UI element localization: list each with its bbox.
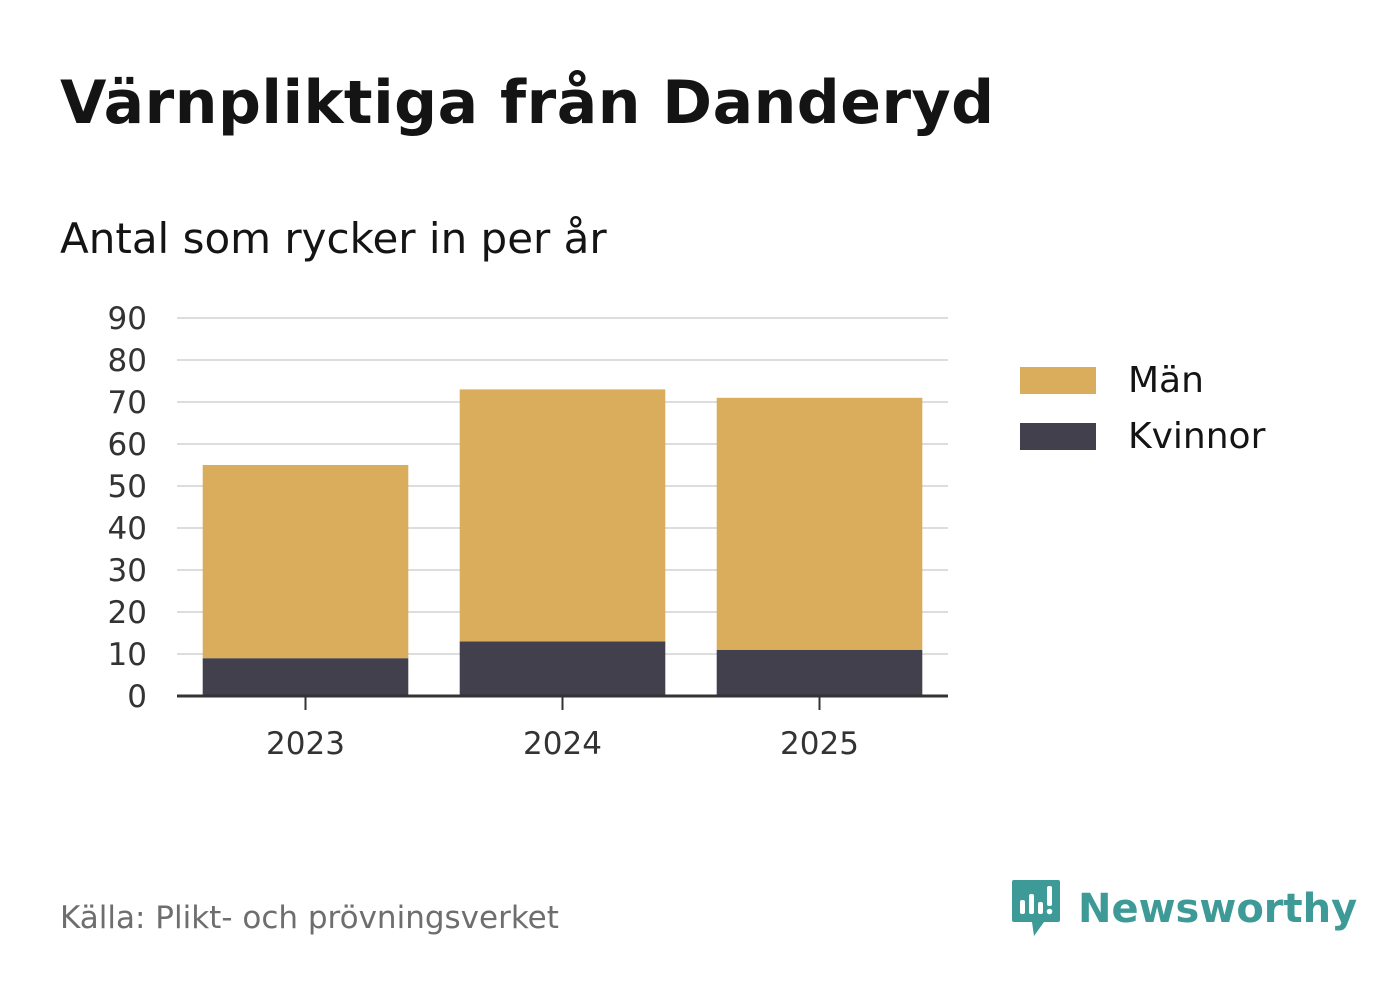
y-tick-label-50: 50 xyxy=(108,469,147,505)
x-tick-label-2023: 2023 xyxy=(266,726,345,762)
y-tick-label-20: 20 xyxy=(108,595,147,631)
chart-legend: Män Kvinnor xyxy=(1020,352,1265,464)
y-tick-label-40: 40 xyxy=(108,511,147,547)
brand-name: Newsworthy xyxy=(1078,886,1358,932)
x-tick-label-2025: 2025 xyxy=(780,726,859,762)
bar-mn-2024 xyxy=(459,389,666,642)
source-note: Källa: Plikt- och prövningsverket xyxy=(60,900,559,936)
y-tick-label-90: 90 xyxy=(108,301,147,337)
y-tick-label-10: 10 xyxy=(108,637,147,673)
x-tick-label-2024: 2024 xyxy=(523,726,602,762)
bar-kvinnor-2025 xyxy=(716,649,923,696)
legend-swatch-kvinnor xyxy=(1020,422,1096,450)
legend-swatch-man xyxy=(1020,366,1096,394)
chart-subtitle: Antal som rycker in per år xyxy=(60,214,607,263)
legend-label-kvinnor: Kvinnor xyxy=(1128,415,1266,457)
y-tick-label-30: 30 xyxy=(108,553,147,589)
y-tick-label-80: 80 xyxy=(108,343,147,379)
newsworthy-logo-icon xyxy=(1012,880,1060,936)
brand: Newsworthy xyxy=(1010,878,1357,940)
legend-item-man: Män xyxy=(1020,352,1265,408)
bar-kvinnor-2024 xyxy=(459,641,666,696)
bar-kvinnor-2023 xyxy=(202,658,409,696)
bar-mn-2025 xyxy=(716,397,923,650)
legend-item-kvinnor: Kvinnor xyxy=(1020,408,1265,464)
y-tick-label-0: 0 xyxy=(127,679,147,715)
bar-mn-2023 xyxy=(202,465,409,659)
chart-title: Värnpliktiga från Danderyd xyxy=(60,68,995,138)
legend-label-man: Män xyxy=(1128,359,1204,401)
y-tick-label-60: 60 xyxy=(108,427,147,463)
y-tick-label-70: 70 xyxy=(108,385,147,421)
